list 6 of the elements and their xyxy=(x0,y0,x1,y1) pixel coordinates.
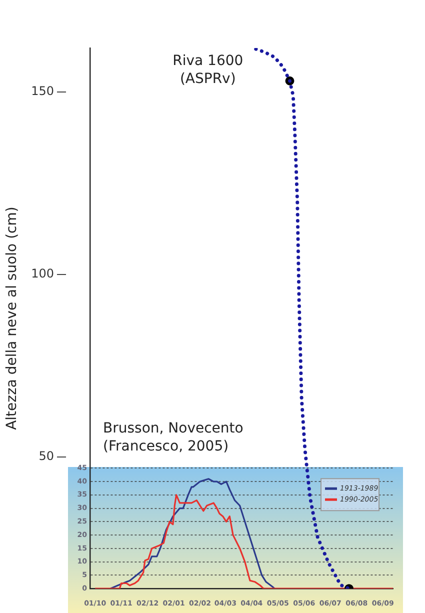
y-tick-label: 100 xyxy=(31,266,54,281)
y-tick-label: 50 xyxy=(38,449,54,464)
series-label: Riva 1600 (ASPRv) xyxy=(172,53,244,88)
y-axis-title: Altezza della neve al suolo (cm) xyxy=(4,206,20,430)
y-tick-label: 150 xyxy=(31,84,54,98)
annotation: Brusson, Novecento (Francesco, 2005) xyxy=(103,420,244,455)
